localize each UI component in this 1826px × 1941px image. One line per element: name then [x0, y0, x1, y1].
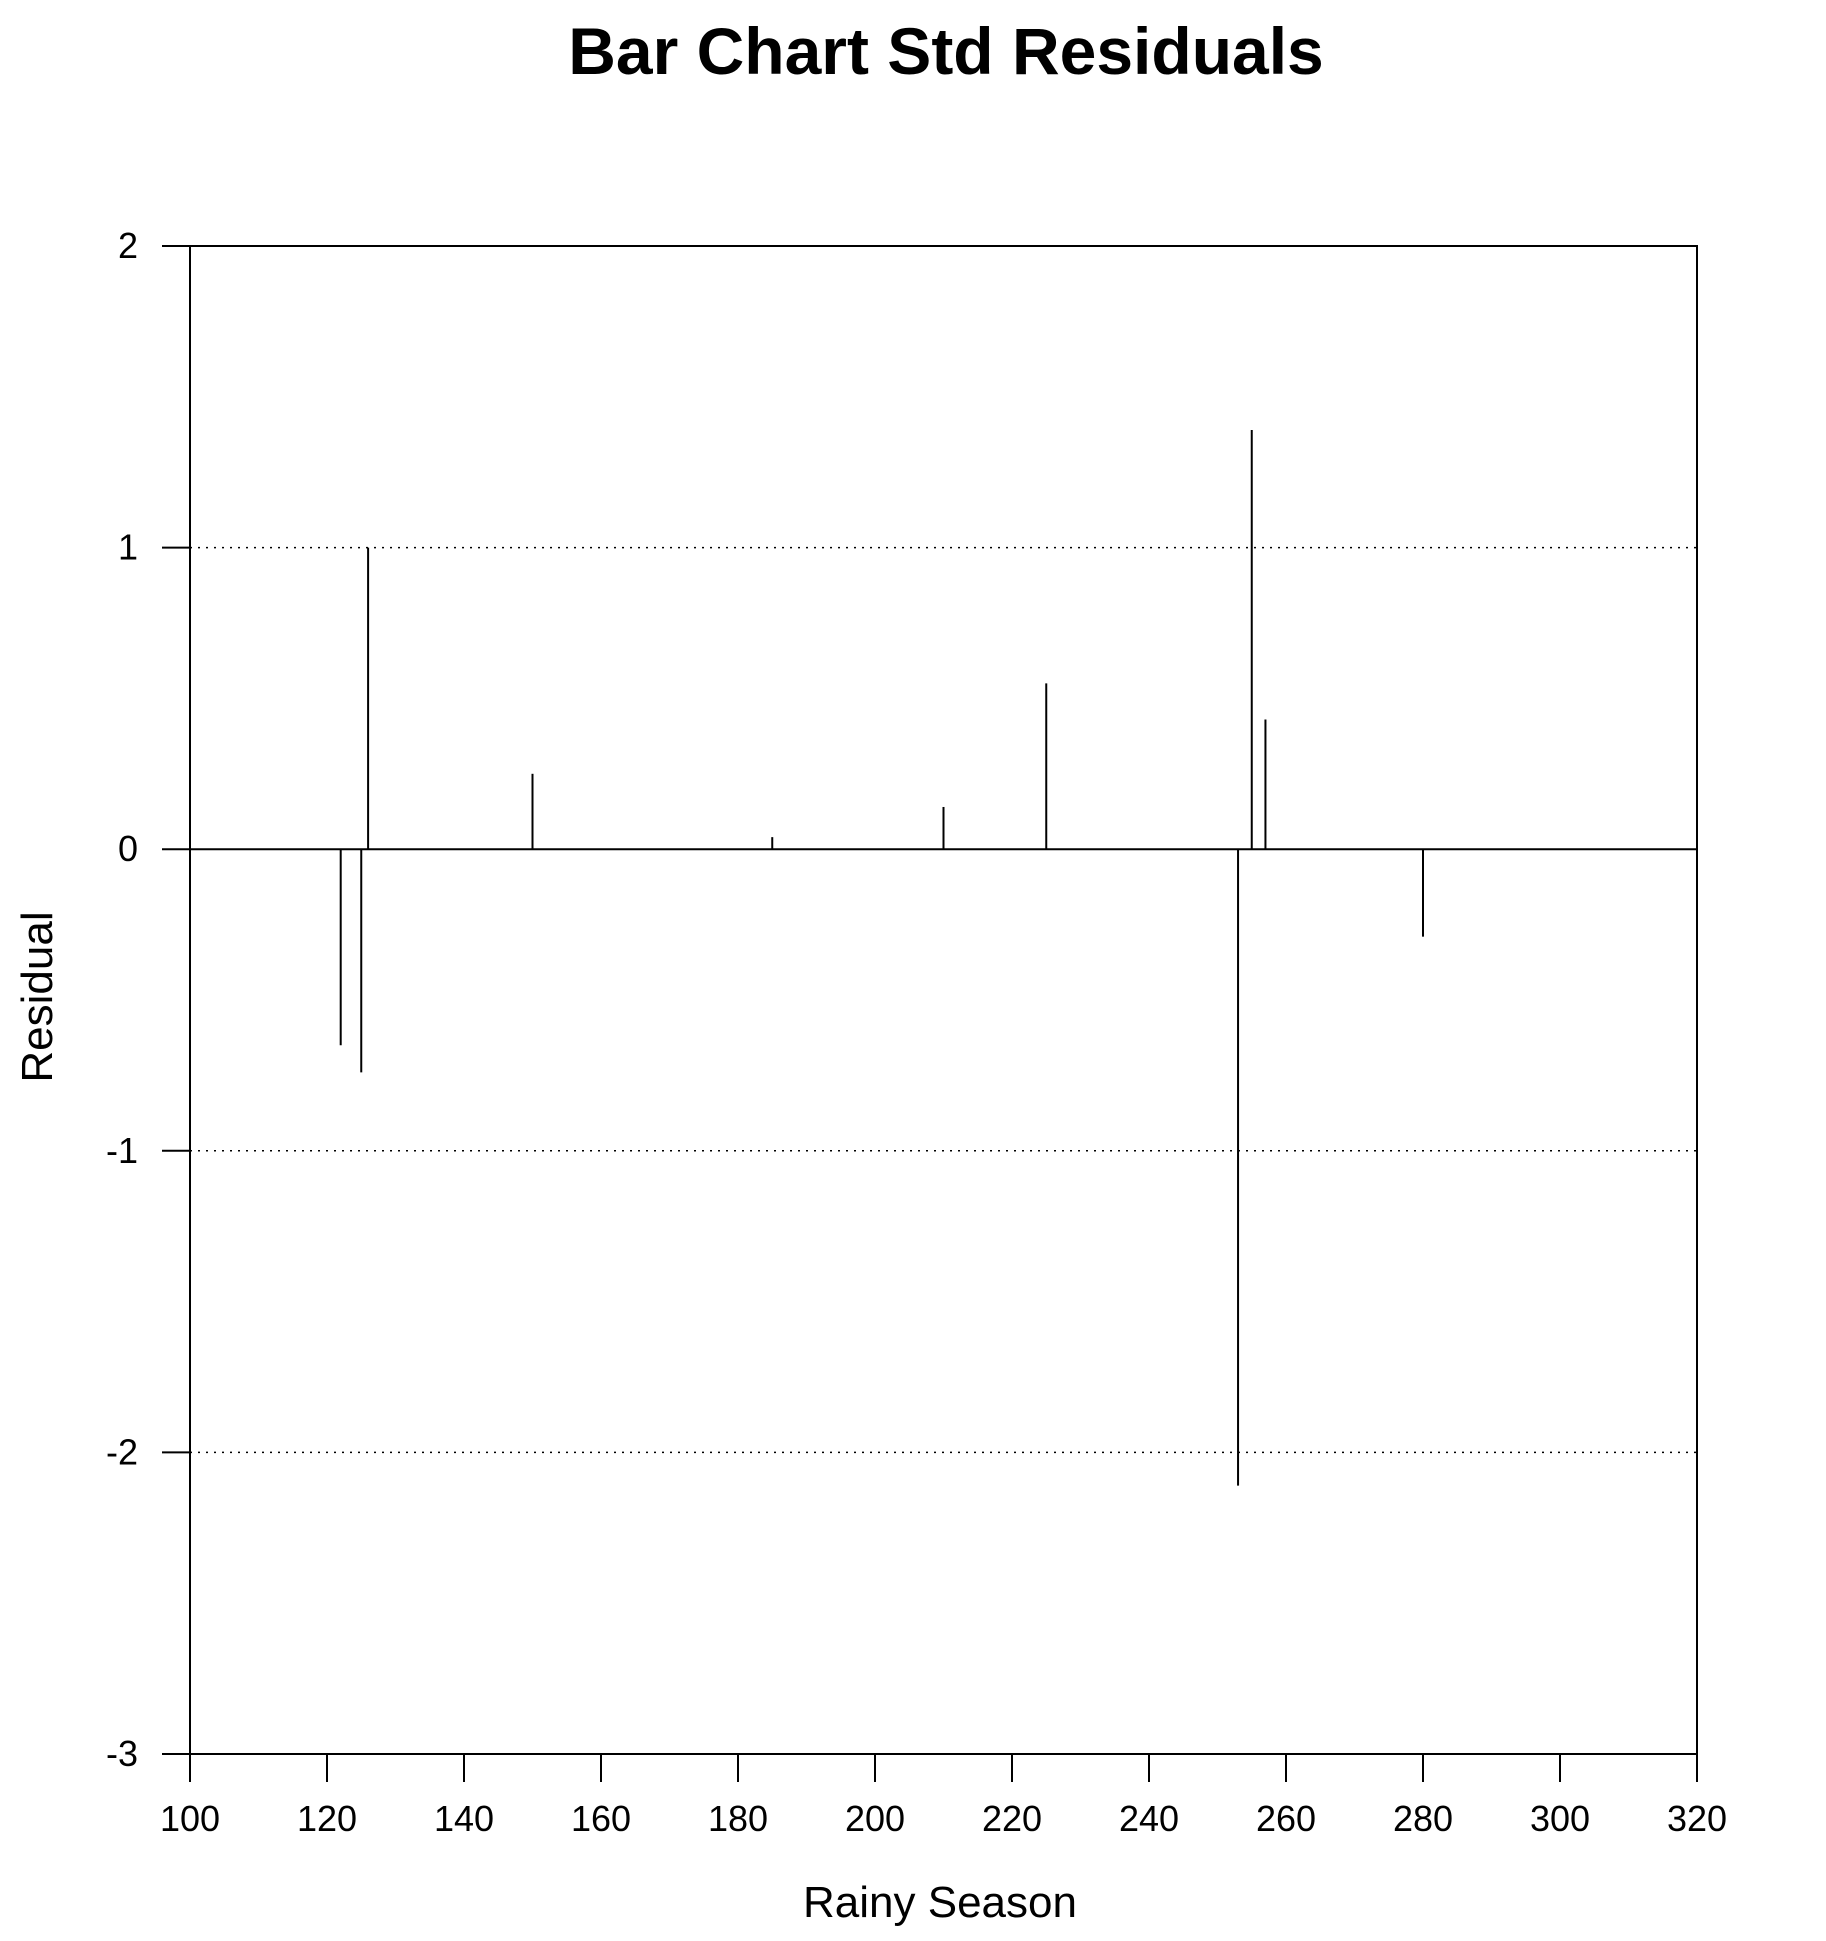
- x-tick-label: 100: [160, 1798, 220, 1839]
- bars: [339, 429, 1424, 1486]
- gridlines: [190, 546, 1697, 1454]
- x-axis-label: Rainy Season: [803, 1878, 1077, 1927]
- y-tick-label: 1: [118, 527, 138, 568]
- x-tick-label: 280: [1393, 1798, 1453, 1839]
- y-axis: -3 -2 -1 0 1 2: [106, 225, 190, 1774]
- y-tick-label: 0: [118, 828, 138, 869]
- plot-frame: [189, 245, 1698, 1755]
- x-tick-label: 180: [708, 1798, 768, 1839]
- x-axis: 100 120 140 160 180 200 220 240 260 280 300 320: [160, 1754, 1727, 1839]
- x-tick-label: 300: [1530, 1798, 1590, 1839]
- y-tick-label: -2: [106, 1431, 138, 1472]
- chart-title: Bar Chart Std Residuals: [568, 14, 1324, 88]
- x-tick-label: 320: [1667, 1798, 1727, 1839]
- x-tick-label: 160: [571, 1798, 631, 1839]
- x-tick-label: 140: [434, 1798, 494, 1839]
- x-tick-label: 120: [297, 1798, 357, 1839]
- x-tick-label: 260: [1256, 1798, 1316, 1839]
- y-axis-label: Residual: [13, 911, 62, 1082]
- y-tick-label: -1: [106, 1130, 138, 1171]
- y-tick-label: -3: [106, 1733, 138, 1774]
- y-tick-label: 2: [118, 225, 138, 266]
- x-tick-label: 220: [982, 1798, 1042, 1839]
- x-tick-label: 240: [1119, 1798, 1179, 1839]
- x-tick-label: 200: [845, 1798, 905, 1839]
